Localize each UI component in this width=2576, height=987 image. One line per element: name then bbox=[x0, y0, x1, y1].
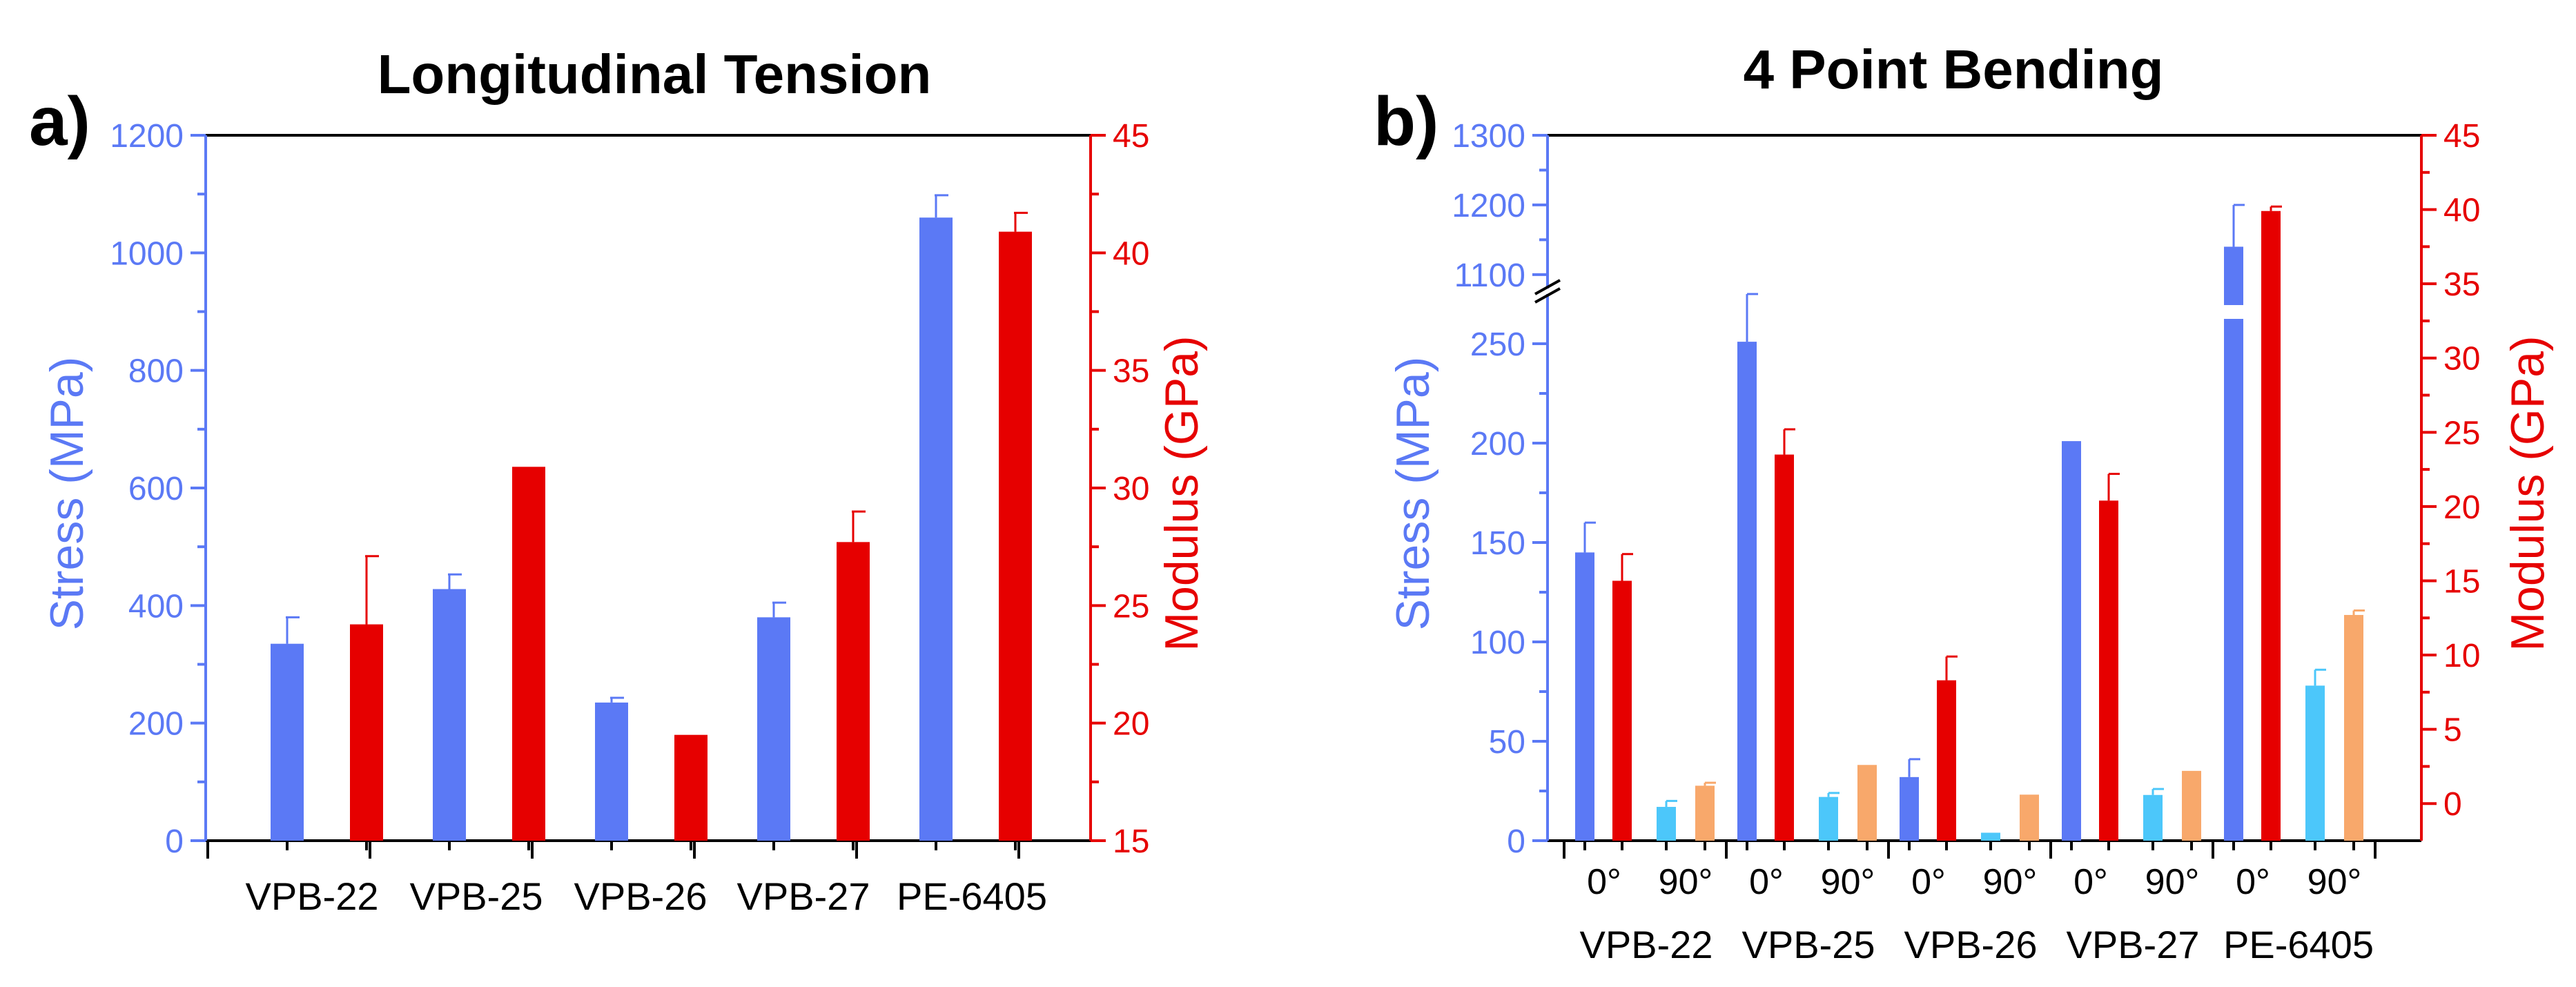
panel-b-label: b) bbox=[1374, 83, 1438, 160]
axis-break-mark bbox=[1534, 279, 1561, 295]
y2-tick-label: 5 bbox=[2443, 712, 2462, 749]
y-tick-label: 200 bbox=[1470, 426, 1525, 462]
modulus-bar bbox=[837, 542, 870, 841]
orientation-label: 90° bbox=[1821, 862, 1875, 902]
y2-tick-label: 35 bbox=[2443, 266, 2480, 303]
x-category-label: VPB-27 bbox=[2067, 923, 2200, 966]
y-tick-label: 800 bbox=[128, 353, 184, 390]
y-tick-label: 1100 bbox=[1454, 257, 1525, 294]
stress-0-bar bbox=[1900, 776, 1919, 841]
modulus-bar bbox=[674, 734, 708, 841]
y-tick-label: 1200 bbox=[110, 118, 184, 155]
orientation-label: 0° bbox=[1587, 862, 1621, 902]
orientation-label: 90° bbox=[2145, 862, 2200, 902]
y-tick-label: 0 bbox=[1507, 823, 1525, 860]
y2-tick-label: 35 bbox=[1113, 353, 1149, 390]
orientation-label: 90° bbox=[1983, 862, 2038, 902]
axis-break-mark bbox=[1534, 287, 1561, 304]
stress-bar bbox=[271, 643, 304, 841]
modulus-bar bbox=[512, 467, 545, 841]
panel-b-title: 4 Point Bending bbox=[1744, 39, 2164, 100]
y2-tick-label: 30 bbox=[2443, 341, 2480, 378]
y-tick-label: 50 bbox=[1489, 724, 1525, 761]
x-category-label: VPB-22 bbox=[1580, 923, 1713, 966]
stress-90-bar bbox=[1819, 797, 1838, 841]
panel-a-label: a) bbox=[29, 83, 90, 160]
modulus-0-bar bbox=[1775, 454, 1794, 841]
panel-a-ylabel: Stress (MPa) bbox=[41, 357, 93, 631]
y2-tick-label: 25 bbox=[1113, 588, 1149, 625]
modulus-90-bar bbox=[2182, 770, 2201, 841]
stress-bar bbox=[757, 617, 790, 841]
panel-b-plot: 0 50 100 150 200 250 1100 1200 1300 0 5 10 15 20 25 30 3… bbox=[1452, 118, 2480, 966]
orientation-label: 90° bbox=[2307, 862, 2362, 902]
orientation-label: 0° bbox=[2236, 862, 2270, 902]
stress-90-bar bbox=[2143, 794, 2163, 841]
x-category-label: VPB-27 bbox=[737, 874, 870, 918]
stress-bar bbox=[595, 702, 628, 841]
stress-bar bbox=[919, 217, 953, 841]
modulus-0-bar bbox=[1612, 580, 1632, 841]
y2-tick-label: 30 bbox=[1113, 471, 1149, 507]
modulus-90-bar bbox=[1695, 785, 1715, 841]
panel-a-title: Longitudinal Tension bbox=[378, 43, 932, 105]
y-tick-label: 0 bbox=[165, 823, 184, 860]
modulus-bar bbox=[350, 624, 383, 841]
stress-90-bar bbox=[1981, 832, 2000, 841]
modulus-bar bbox=[999, 231, 1032, 841]
x-category-label: VPB-25 bbox=[410, 874, 543, 918]
y2-tick-label: 10 bbox=[2443, 638, 2480, 674]
bar-break-gap bbox=[2223, 305, 2245, 319]
stress-0-bar bbox=[1737, 342, 1757, 841]
orientation-label: 0° bbox=[1911, 862, 1946, 902]
modulus-0-bar bbox=[1937, 680, 1956, 841]
y-tick-label: 1300 bbox=[1452, 118, 1525, 155]
y2-tick-label: 15 bbox=[1113, 823, 1149, 860]
panel-b-y2label: Modulus (GPa) bbox=[2501, 335, 2554, 651]
modulus-90-bar bbox=[1857, 765, 1877, 841]
stress-90-bar bbox=[1657, 807, 1676, 841]
stress-bar bbox=[433, 589, 466, 841]
stress-0-bar bbox=[1575, 552, 1594, 841]
modulus-0-bar bbox=[2261, 211, 2281, 841]
x-category-label: VPB-22 bbox=[246, 874, 379, 918]
y2-tick-label: 45 bbox=[2443, 118, 2480, 155]
y2-tick-label: 40 bbox=[2443, 193, 2480, 229]
y2-tick-label: 20 bbox=[2443, 489, 2480, 526]
modulus-90-bar bbox=[2344, 614, 2363, 841]
y2-tick-label: 0 bbox=[2443, 786, 2462, 823]
y2-tick-label: 25 bbox=[2443, 415, 2480, 451]
stress-90-bar bbox=[2305, 685, 2325, 841]
stress-0-bar bbox=[2224, 246, 2243, 841]
y2-tick-label: 45 bbox=[1113, 118, 1149, 155]
orientation-label: 90° bbox=[1659, 862, 1713, 902]
y-tick-label: 600 bbox=[128, 471, 184, 507]
y2-tick-label: 15 bbox=[2443, 563, 2480, 600]
orientation-label: 0° bbox=[1749, 862, 1784, 902]
orientation-label: 0° bbox=[2074, 862, 2108, 902]
panel-b-ylabel: Stress (MPa) bbox=[1387, 357, 1439, 631]
x-category-label: PE-6405 bbox=[897, 874, 1047, 918]
stress-0-bar bbox=[2062, 441, 2081, 841]
modulus-90-bar bbox=[2020, 794, 2039, 841]
modulus-0-bar bbox=[2099, 500, 2118, 841]
panel-a-y2label: Modulus (GPa) bbox=[1155, 335, 1208, 651]
x-category-label: VPB-26 bbox=[1904, 923, 2038, 966]
panel-a-plot: 0 200 400 600 800 1000 1200 15 20 25 30 35 40 45 VPB-2… bbox=[110, 118, 1149, 918]
y-tick-label: 250 bbox=[1470, 326, 1525, 363]
y-tick-label: 200 bbox=[128, 706, 184, 743]
x-category-label: PE-6405 bbox=[2223, 923, 2374, 966]
y-tick-label: 100 bbox=[1470, 625, 1525, 661]
y-tick-label: 1200 bbox=[1452, 188, 1525, 224]
y-tick-label: 400 bbox=[128, 588, 184, 625]
y2-tick-label: 20 bbox=[1113, 706, 1149, 743]
x-category-label: VPB-26 bbox=[574, 874, 708, 918]
x-category-label: VPB-25 bbox=[1742, 923, 1875, 966]
y-tick-label: 150 bbox=[1470, 525, 1525, 562]
y2-tick-label: 40 bbox=[1113, 235, 1149, 272]
y-tick-label: 1000 bbox=[110, 235, 184, 272]
